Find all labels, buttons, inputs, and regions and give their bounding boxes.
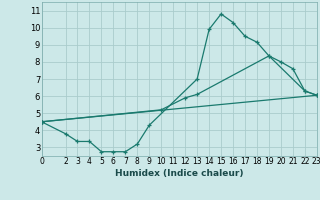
- X-axis label: Humidex (Indice chaleur): Humidex (Indice chaleur): [115, 169, 244, 178]
